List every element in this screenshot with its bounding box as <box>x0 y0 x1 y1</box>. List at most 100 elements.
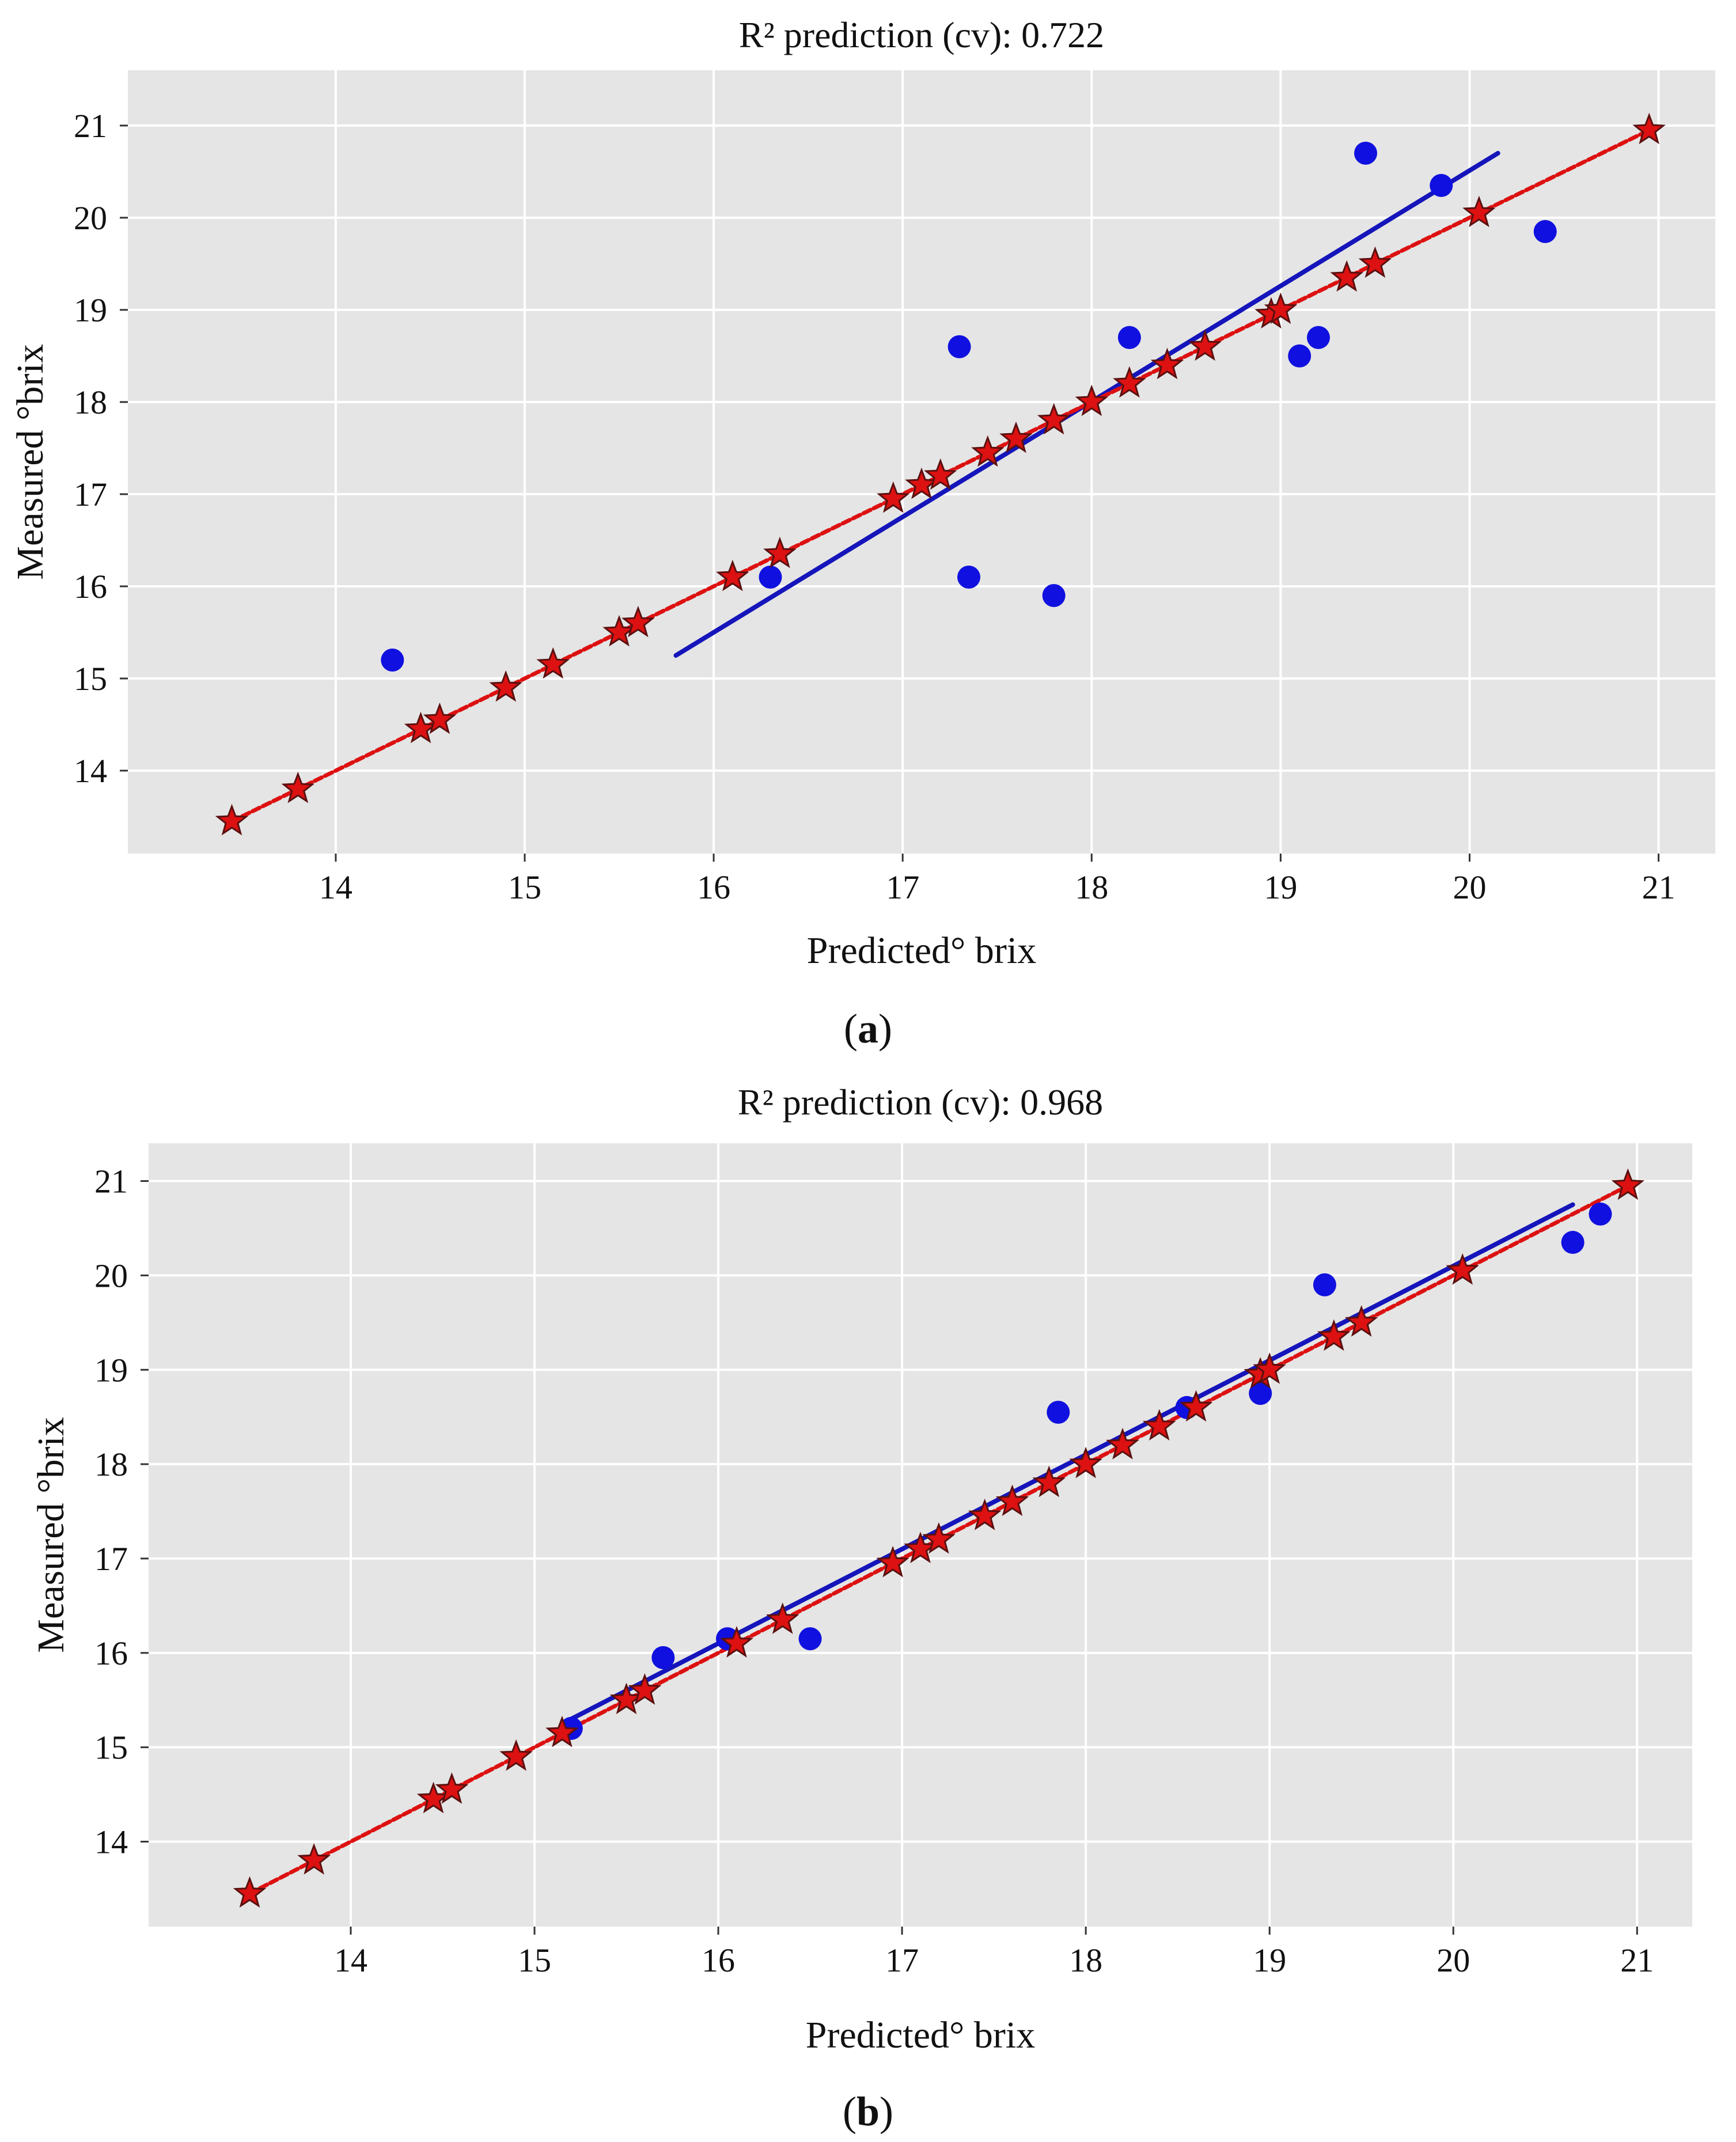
reference-star <box>1106 1428 1139 1459</box>
y-tick-label: 19 <box>94 1351 128 1389</box>
y-tick-label: 21 <box>74 107 107 145</box>
reference-star <box>423 702 457 734</box>
reference-star <box>297 1843 331 1875</box>
reference-star <box>1264 292 1298 324</box>
panel-label-close: ) <box>880 2088 893 2135</box>
reference-star <box>720 1626 753 1658</box>
reference-star <box>602 615 636 647</box>
measured-point <box>1249 1382 1272 1405</box>
y-tick-label: 18 <box>94 1446 128 1483</box>
measured-point <box>1354 142 1378 165</box>
reference-star <box>905 467 938 499</box>
reference-star <box>1330 260 1363 292</box>
reference-star <box>763 536 797 568</box>
x-tick-label: 14 <box>319 869 352 906</box>
x-axis-label: Predicted° brix <box>807 930 1036 972</box>
x-tick-label: 15 <box>518 1942 551 1979</box>
panel-label-open: ( <box>844 1006 858 1052</box>
y-tick-label: 14 <box>94 1823 128 1861</box>
reference-star <box>1446 1253 1479 1285</box>
panel-label: (a) <box>844 1006 892 1052</box>
reference-star <box>628 1673 662 1705</box>
reference-star <box>1317 1319 1351 1351</box>
reference-star <box>1462 195 1496 228</box>
reference-star <box>536 647 570 679</box>
reference-star <box>499 1739 533 1771</box>
y-tick-label: 14 <box>74 752 107 790</box>
measured-point <box>381 649 404 672</box>
reference-star <box>1188 329 1222 361</box>
y-tick-label: 16 <box>74 568 107 605</box>
x-tick-label: 16 <box>702 1942 735 1979</box>
reference-star <box>968 1498 1002 1530</box>
reference-star <box>924 458 957 490</box>
x-tick-label: 17 <box>885 1942 919 1979</box>
chart-panel-a: 14 15 16 17 18 19 20 21 14 15 16 17 18 19 20 21 R² predi… <box>9 14 1715 1052</box>
y-tick-label: 17 <box>74 476 107 513</box>
x-tick-label: 14 <box>334 1942 367 1979</box>
measured-point <box>759 566 782 589</box>
x-tick-label: 20 <box>1453 869 1486 906</box>
measured-point <box>1430 174 1453 197</box>
reference-star <box>545 1715 579 1747</box>
measured-point <box>651 1646 675 1670</box>
measured-point <box>1313 1273 1336 1296</box>
panel-label-letter: b <box>856 2088 880 2135</box>
y-axis-label: Measured °brix <box>9 344 51 579</box>
reference-star <box>716 559 749 592</box>
measured-point <box>1561 1231 1585 1254</box>
measured-point <box>1042 584 1066 607</box>
reference-star <box>1150 347 1184 380</box>
y-tick-label: 20 <box>94 1257 128 1294</box>
reference-star <box>489 670 522 702</box>
reference-star <box>1344 1305 1378 1337</box>
measured-point <box>947 335 971 358</box>
y-tick-label: 17 <box>94 1540 128 1578</box>
panel-label-letter: a <box>858 1006 878 1052</box>
x-tick-label: 19 <box>1253 1942 1286 1979</box>
y-tick-label: 18 <box>74 384 107 421</box>
measured-point <box>1307 326 1330 349</box>
x-tick-label: 16 <box>697 869 730 906</box>
y-axis-label: Measured °brix <box>30 1417 72 1652</box>
measured-point <box>1533 220 1557 243</box>
y-tick-label: 15 <box>74 660 107 697</box>
x-tick-label: 18 <box>1069 1942 1102 1979</box>
y-tick-label: 21 <box>94 1163 128 1200</box>
reference-star <box>877 481 910 513</box>
chart-panel-b: 14 15 16 17 18 19 20 21 14 15 16 17 18 19 20 21 R² predi… <box>30 1082 1692 2135</box>
y-tick-label: 16 <box>94 1635 128 1672</box>
x-tick-label: 21 <box>1620 1942 1654 1979</box>
x-tick-label: 19 <box>1264 869 1297 906</box>
reference-star <box>215 803 249 836</box>
x-tick-label: 21 <box>1642 869 1676 906</box>
reference-star <box>1032 1465 1066 1497</box>
chart-title: R² prediction (cv): 0.968 <box>738 1082 1103 1123</box>
measured-point <box>798 1627 822 1651</box>
reference-star <box>922 1522 956 1554</box>
reference-star <box>999 421 1033 453</box>
y-tick-label: 20 <box>74 199 107 237</box>
y-tick-label: 15 <box>94 1729 128 1766</box>
measured-point <box>1589 1202 1612 1226</box>
measured-point <box>1117 326 1141 349</box>
reference-star <box>1632 112 1666 145</box>
reference-star <box>1075 384 1109 416</box>
reference-star <box>1179 1390 1213 1422</box>
x-axis-label: Predicted° brix <box>806 2014 1035 2056</box>
panel-label-open: ( <box>843 2088 856 2135</box>
x-tick-label: 20 <box>1436 1942 1470 1979</box>
reference-star <box>1611 1168 1645 1200</box>
plot-background <box>128 70 1715 854</box>
reference-star <box>995 1484 1029 1517</box>
reference-star <box>876 1545 909 1578</box>
reference-star <box>621 605 655 638</box>
measured-point <box>1288 344 1312 367</box>
reference-star <box>1113 366 1146 398</box>
reference-star <box>1358 246 1392 278</box>
reference-star <box>1142 1409 1176 1441</box>
measured-point <box>957 566 981 589</box>
reference-star <box>971 435 1005 467</box>
chart-title: R² prediction (cv): 0.722 <box>739 14 1104 55</box>
